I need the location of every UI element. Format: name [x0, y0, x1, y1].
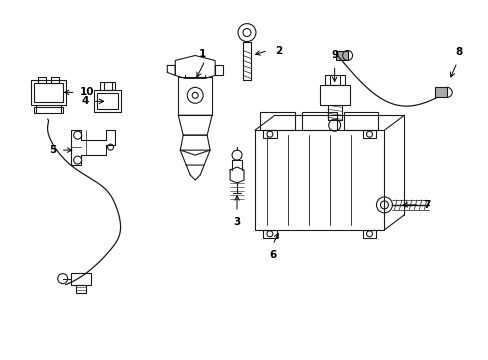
- Bar: [343, 112, 378, 130]
- Bar: [34, 107, 62, 113]
- Bar: [263, 130, 276, 138]
- Text: 8: 8: [455, 48, 462, 58]
- Bar: [362, 130, 376, 138]
- Text: 10: 10: [80, 87, 94, 97]
- Text: 1: 1: [198, 49, 205, 59]
- Bar: [254, 130, 384, 230]
- Text: 4: 4: [81, 96, 88, 106]
- Bar: [51, 77, 59, 84]
- Text: 5: 5: [49, 145, 57, 155]
- Bar: [34, 84, 62, 102]
- Bar: [100, 82, 115, 90]
- Bar: [263, 230, 276, 238]
- Bar: [301, 112, 336, 130]
- Text: 3: 3: [233, 217, 240, 227]
- Text: 7: 7: [423, 200, 430, 210]
- Bar: [96, 93, 118, 109]
- Bar: [93, 90, 121, 112]
- Text: 2: 2: [274, 45, 282, 55]
- Text: 6: 6: [269, 250, 276, 260]
- Bar: [434, 87, 447, 97]
- Text: 9: 9: [330, 50, 338, 60]
- Bar: [260, 112, 294, 130]
- Bar: [38, 77, 46, 84]
- Bar: [319, 85, 349, 105]
- Bar: [335, 50, 347, 60]
- Bar: [362, 230, 376, 238]
- Bar: [324, 75, 344, 85]
- Bar: [76, 285, 85, 293]
- Bar: [31, 80, 65, 105]
- Bar: [71, 273, 90, 285]
